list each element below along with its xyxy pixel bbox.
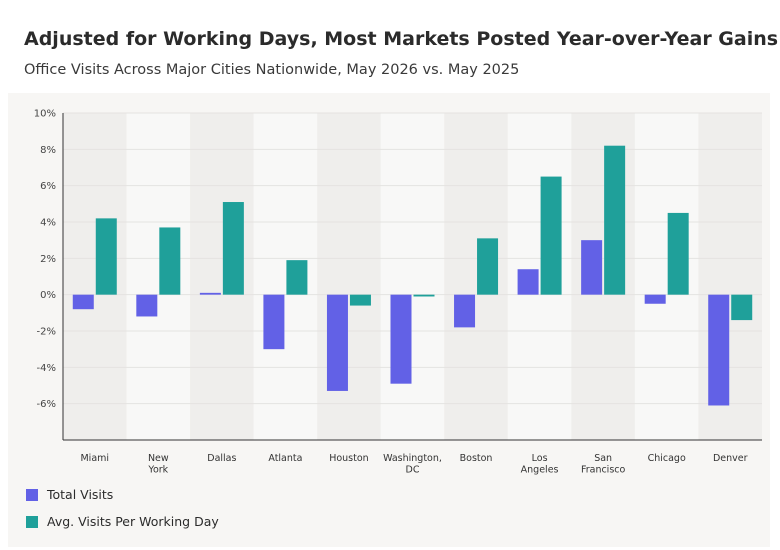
bar-avg-visits: [349, 294, 371, 306]
y-tick-label: 10%: [34, 109, 56, 120]
bar-total-visits: [199, 292, 221, 295]
y-tick-label: -4%: [37, 363, 56, 374]
x-tick-label-line: Los: [532, 453, 548, 464]
category-band: [253, 113, 318, 440]
y-tick-label: 4%: [40, 218, 56, 229]
category-band: [126, 113, 191, 440]
category-bands: [63, 113, 762, 440]
legend-item-avg: Avg. Visits Per Working Day: [26, 514, 219, 529]
x-tick-label: New York: [147, 453, 168, 476]
category-band: [634, 113, 699, 440]
y-tick-labels: 10% 8% 6% 4% 2% 0% -2% -4% -6%: [34, 109, 56, 411]
bar-avg-visits: [413, 294, 435, 297]
x-tick-label: Atlanta: [268, 453, 302, 464]
bar-total-visits: [136, 294, 158, 317]
bar-total-visits: [517, 269, 539, 295]
legend-swatch-total: [26, 488, 38, 501]
x-tick-label-line: Boston: [460, 453, 493, 464]
bar-total-visits: [581, 240, 603, 295]
category-band: [571, 113, 635, 440]
bar-total-visits: [72, 294, 94, 310]
category-band: [380, 113, 445, 440]
legend-label-total: Total Visits: [47, 487, 114, 502]
x-tick-label-line: Denver: [713, 453, 748, 464]
x-tick-label: Miami: [80, 453, 109, 464]
bar-avg-visits: [540, 176, 562, 295]
legend-item-total: Total Visits: [26, 487, 219, 502]
y-tick-label: 6%: [40, 181, 56, 192]
bar-total-visits: [454, 294, 476, 328]
category-band: [317, 113, 381, 440]
x-tick-label-line: York: [147, 465, 168, 476]
bar-total-visits: [263, 294, 285, 350]
x-tick-label-line: San: [594, 453, 612, 464]
y-tick-label: 0%: [40, 290, 56, 301]
bar-total-visits: [390, 294, 412, 384]
y-tick-label: -2%: [37, 327, 56, 338]
x-tick-label: Los Angeles: [521, 453, 559, 476]
x-tick-label: Chicago: [648, 453, 686, 464]
bar-avg-visits: [604, 145, 626, 295]
y-tick-label: 8%: [40, 145, 56, 156]
x-tick-label-line: New: [148, 453, 169, 464]
x-tick-label-line: Chicago: [648, 453, 686, 464]
y-tick-label: -6%: [37, 399, 56, 410]
bars: [72, 145, 753, 406]
bar-total-visits: [708, 294, 730, 406]
bar-avg-visits: [159, 227, 181, 295]
axes: [62, 113, 762, 441]
bar-avg-visits: [667, 212, 689, 295]
category-band: [444, 113, 508, 440]
x-tick-label: Washington, DC: [383, 453, 442, 476]
bar-avg-visits: [95, 218, 117, 295]
x-tick-label-line: Francisco: [581, 465, 626, 476]
category-band: [63, 113, 127, 440]
category-band: [698, 113, 762, 440]
bar-avg-visits: [286, 260, 308, 295]
bar-total-visits: [644, 294, 666, 304]
category-band: [507, 113, 572, 440]
x-tick-labels: Miami New York Dallas Atlanta Houston Washingt…: [80, 453, 747, 476]
legend-label-avg: Avg. Visits Per Working Day: [47, 514, 219, 529]
chart-title: Adjusted for Working Days, Most Markets …: [24, 28, 779, 50]
x-tick-label-line: Houston: [329, 453, 368, 464]
legend: Total Visits Avg. Visits Per Working Day: [26, 487, 219, 542]
x-tick-label-line: DC: [406, 465, 420, 476]
x-tick-label: Houston: [329, 453, 368, 464]
chart-subtitle: Office Visits Across Major Cities Nation…: [24, 62, 520, 78]
x-tick-label: San Francisco: [581, 453, 626, 476]
bar-avg-visits: [731, 294, 753, 321]
bar-avg-visits: [477, 238, 499, 295]
x-tick-label: Denver: [713, 453, 748, 464]
x-tick-label: Boston: [460, 453, 493, 464]
x-tick-label-line: Dallas: [207, 453, 236, 464]
x-tick-label-line: Miami: [80, 453, 109, 464]
bar-avg-visits: [222, 202, 244, 295]
x-tick-label-line: Washington,: [383, 453, 442, 464]
category-band: [190, 113, 254, 440]
x-tick-label: Dallas: [207, 453, 236, 464]
x-tick-label-line: Angeles: [521, 465, 559, 476]
y-tick-label: 2%: [40, 254, 56, 265]
legend-swatch-avg: [26, 515, 38, 528]
x-tick-label-line: Atlanta: [268, 453, 302, 464]
bar-total-visits: [326, 294, 348, 391]
